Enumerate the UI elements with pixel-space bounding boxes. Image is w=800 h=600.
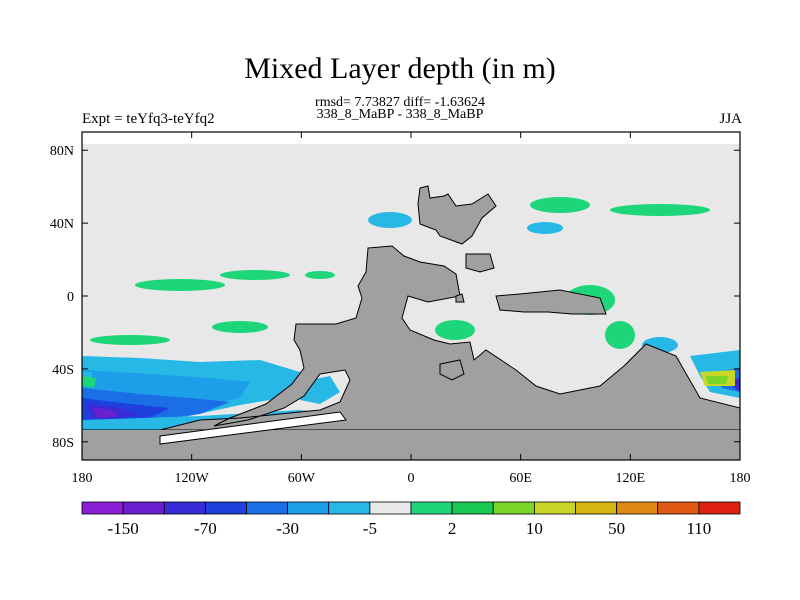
colorbar-swatch bbox=[163, 501, 206, 515]
colorbar-swatch bbox=[575, 501, 618, 515]
map-panel bbox=[82, 132, 740, 460]
period-subtitle: 338_8_MaBP - 338_8_MaBP bbox=[316, 107, 484, 122]
colorbar-swatch bbox=[204, 501, 247, 515]
colorbar-swatch bbox=[246, 501, 289, 515]
lat-tick-label: 0 bbox=[67, 290, 74, 305]
colorbar: -150 -70 -30 -5 2 10 50 110 bbox=[81, 501, 741, 538]
lat-tick-label: 80N bbox=[50, 144, 74, 159]
lon-tick-label: 60W bbox=[288, 471, 316, 486]
stats-subtitle: rmsd= 7.73827 diff= -1.63624 bbox=[315, 95, 485, 110]
colorbar-label: -70 bbox=[194, 519, 217, 538]
colorbar-label: -30 bbox=[276, 519, 299, 538]
land-masses bbox=[82, 185, 740, 460]
colorbar-swatch bbox=[287, 501, 330, 515]
experiment-label: Expt = teYfq3-teYfq2 bbox=[82, 111, 215, 127]
colorbar-swatch bbox=[451, 501, 494, 515]
colorbar-swatch bbox=[410, 501, 453, 515]
colorbar-label: 110 bbox=[686, 519, 711, 538]
colorbar-swatch bbox=[122, 501, 165, 515]
colorbar-swatch bbox=[698, 501, 741, 515]
lat-tick-label: 40S bbox=[52, 363, 74, 378]
chart-title: Mixed Layer depth (in m) bbox=[244, 52, 556, 85]
longitude-axis: 180 120W 60W 0 60E 120E 180 bbox=[72, 132, 751, 486]
lat-tick-label: 80S bbox=[52, 436, 74, 451]
lon-tick-label: 120E bbox=[616, 471, 646, 486]
colorbar-label: 10 bbox=[526, 519, 543, 538]
colorbar-swatch bbox=[492, 501, 535, 515]
colorbar-label: 2 bbox=[448, 519, 457, 538]
season-label: JJA bbox=[719, 111, 742, 127]
colorbar-label: -5 bbox=[363, 519, 377, 538]
colorbar-swatch bbox=[369, 501, 412, 515]
positive-anomalies bbox=[90, 197, 710, 353]
colorbar-swatch bbox=[328, 501, 371, 515]
lon-tick-label: 180 bbox=[730, 471, 751, 486]
lat-tick-label: 40N bbox=[50, 217, 74, 232]
latitude-axis: 80N 40N 0 40S 80S bbox=[50, 144, 740, 451]
colorbar-swatch bbox=[533, 501, 576, 515]
colorbar-swatch bbox=[81, 501, 124, 515]
lon-tick-label: 0 bbox=[408, 471, 415, 486]
colorbar-label: 50 bbox=[608, 519, 625, 538]
lon-tick-label: 60E bbox=[509, 471, 532, 486]
colorbar-swatch bbox=[657, 501, 700, 515]
lon-tick-label: 180 bbox=[72, 471, 93, 486]
colorbar-swatch bbox=[616, 501, 659, 515]
lon-tick-label: 120W bbox=[175, 471, 210, 486]
colorbar-label: -150 bbox=[108, 519, 139, 538]
